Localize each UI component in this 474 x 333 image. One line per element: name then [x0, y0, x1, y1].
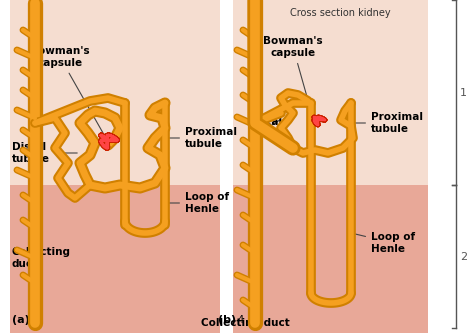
Text: Distal
tubule: Distal tubule: [12, 142, 77, 164]
Text: Distal
tubule: Distal tubule: [248, 117, 286, 139]
Text: Collecting
duct: Collecting duct: [12, 247, 71, 269]
Text: Bowman's
capsule: Bowman's capsule: [30, 46, 106, 138]
Text: Proximal
tubule: Proximal tubule: [165, 127, 237, 149]
Bar: [10, 0, 220, 185]
Bar: [428, 0, 474, 333]
Text: Loop of
Henle: Loop of Henle: [354, 232, 415, 254]
Text: Collecting duct: Collecting duct: [201, 315, 289, 328]
Text: 3: 3: [32, 315, 38, 325]
Bar: [10, 0, 220, 333]
Text: 1: 1: [460, 88, 467, 98]
Text: Cross section kidney: Cross section kidney: [290, 8, 390, 18]
Bar: [220, 0, 233, 333]
Text: Loop of
Henle: Loop of Henle: [168, 192, 229, 214]
Text: Bowman's
capsule: Bowman's capsule: [263, 36, 323, 115]
Text: (b): (b): [218, 315, 236, 325]
Text: (a): (a): [12, 315, 30, 325]
Text: 2: 2: [460, 252, 467, 262]
Bar: [0, 0, 10, 333]
Bar: [233, 0, 428, 333]
Text: Proximal
tubule: Proximal tubule: [354, 112, 423, 134]
Bar: [233, 0, 428, 185]
Text: 4: 4: [238, 315, 244, 325]
